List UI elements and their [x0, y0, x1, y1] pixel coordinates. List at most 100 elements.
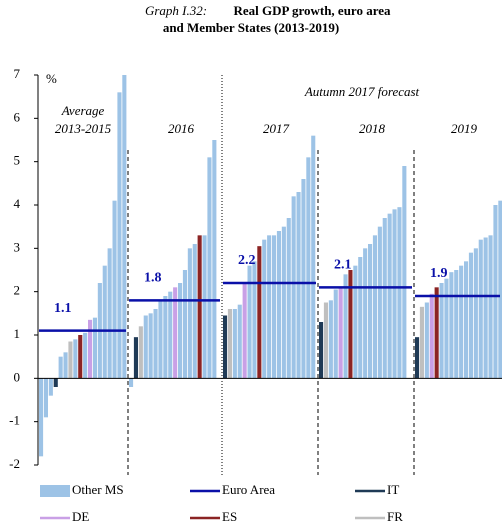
bar [291, 196, 296, 379]
bar [449, 272, 454, 379]
bar [454, 270, 459, 379]
bar [319, 322, 324, 379]
bar [473, 248, 478, 379]
bar [281, 226, 286, 379]
bar [148, 313, 153, 379]
bar [272, 235, 277, 379]
bar [68, 341, 73, 379]
y-tick-label: -1 [9, 413, 20, 428]
bar [242, 283, 247, 379]
bar [138, 326, 143, 379]
bar [107, 248, 112, 379]
bar [178, 283, 183, 379]
bar [237, 304, 242, 379]
bar [464, 261, 469, 379]
bar [58, 356, 63, 379]
bar [338, 287, 343, 379]
bar [368, 244, 373, 379]
bar [429, 293, 434, 379]
y-tick-label: 4 [14, 196, 21, 211]
bar [493, 205, 498, 379]
panel-label: Average [61, 103, 105, 118]
bar [232, 309, 237, 379]
panel-label: 2016 [168, 121, 195, 136]
bar [78, 335, 83, 379]
title-prefix: Graph I.32: [145, 3, 207, 18]
bar [192, 244, 197, 379]
bar [382, 218, 387, 379]
euro-area-label: 1.8 [144, 271, 162, 286]
bar [397, 207, 402, 379]
legend-swatch [40, 485, 70, 497]
bar [348, 270, 353, 379]
bar [262, 239, 267, 379]
panel-label: 2013-2015 [55, 121, 112, 136]
bar [372, 235, 377, 379]
euro-area-label: 2.2 [238, 253, 256, 268]
bar [434, 287, 439, 379]
bar [212, 140, 217, 379]
bar [39, 378, 44, 457]
bar [83, 332, 88, 379]
bar [207, 157, 212, 379]
bar [296, 192, 301, 379]
bar [173, 287, 178, 379]
bar [392, 209, 397, 379]
y-tick-label: 3 [14, 239, 21, 254]
chart-title: and Member States (2013-2019) [163, 20, 339, 35]
bar [129, 378, 134, 387]
bar [333, 289, 338, 379]
bar [247, 265, 252, 379]
bar [112, 200, 117, 379]
bar [53, 378, 58, 387]
chart-title: Real GDP growth, euro area [233, 3, 391, 18]
bar [419, 306, 424, 379]
bar [143, 315, 148, 379]
bar [323, 302, 328, 379]
bar [257, 246, 262, 379]
bar [468, 252, 473, 379]
bar [498, 200, 502, 379]
bar [424, 302, 429, 379]
bar [267, 235, 272, 379]
panel-label: 2018 [359, 121, 386, 136]
legend-label: Other MS [72, 482, 124, 497]
y-tick-label: 5 [14, 153, 21, 168]
bar [353, 265, 358, 379]
bar [488, 235, 493, 379]
panel-label: 2019 [451, 121, 478, 136]
y-tick-label: 6 [14, 109, 21, 124]
legend-label: Euro Area [222, 482, 275, 497]
y-tick-label: -2 [9, 456, 20, 471]
bar [252, 261, 257, 379]
legend-label: DE [72, 509, 89, 524]
bar [182, 270, 187, 379]
bar [73, 339, 78, 379]
bar [286, 218, 291, 379]
y-tick-label: 0 [14, 369, 21, 384]
bar [478, 239, 483, 379]
bar [306, 157, 311, 379]
bar [153, 309, 158, 379]
bar [444, 278, 449, 379]
panel-label: 2017 [263, 121, 290, 136]
bar [227, 309, 232, 379]
legend-label: IT [387, 482, 399, 497]
bar [48, 378, 53, 396]
bar [358, 257, 363, 379]
bar [223, 315, 228, 379]
bar [133, 337, 138, 379]
y-tick-label: 2 [14, 283, 21, 298]
bar [117, 92, 122, 379]
euro-area-label: 1.9 [430, 266, 448, 281]
bar [276, 231, 281, 379]
y-tick-label: 7 [14, 66, 21, 81]
y-unit: % [46, 71, 57, 86]
bar [202, 235, 207, 379]
bar [102, 265, 107, 379]
bar [88, 319, 93, 379]
euro-area-label: 1.1 [54, 301, 72, 316]
bar [377, 226, 382, 379]
bar [415, 337, 420, 379]
